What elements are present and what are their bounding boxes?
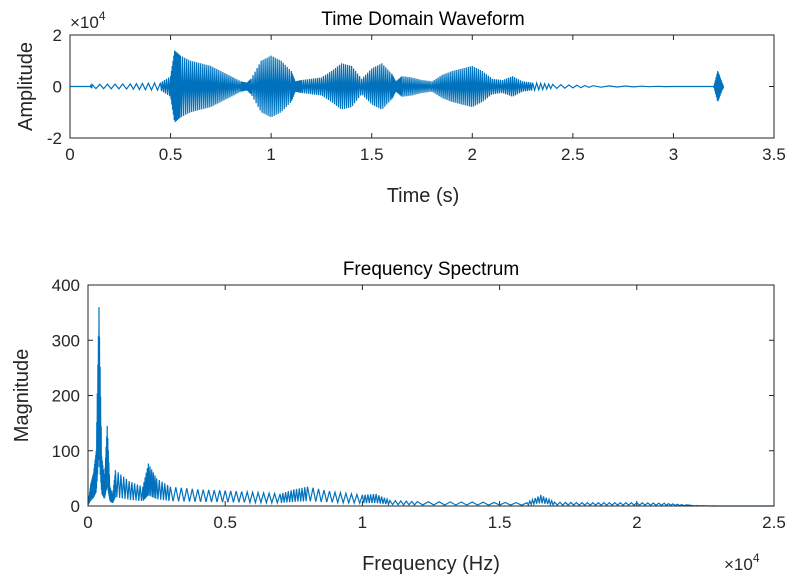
waveform-x-tick-label: 3 [669, 145, 678, 164]
spectrum-x-multiplier: ×104 [724, 551, 760, 574]
waveform-y-tick-label: 2 [53, 26, 62, 45]
spectrum-ticks: 0 0.5 1 1.5 2 2.5 0 100 200 300 400 [52, 276, 786, 532]
spectrum-x-tick-label: 2.5 [762, 513, 786, 532]
spectrum-y-tick-label: 100 [52, 442, 80, 461]
waveform-x-tick-label: 1 [266, 145, 275, 164]
spectrum-x-tick-label: 2 [632, 513, 641, 532]
waveform-ticks: 0 0.5 1 1.5 2 2.5 3 3.5-202 [47, 26, 786, 164]
waveform-title: Time Domain Waveform [321, 9, 524, 30]
spectrum-y-tick-label: 0 [71, 497, 80, 516]
waveform-y-multiplier-exp: 4 [99, 9, 106, 23]
spectrum-x-tick-label: 0.5 [213, 513, 237, 532]
waveform-y-tick-label: -2 [47, 129, 62, 148]
waveform-x-tick-label: 1.5 [360, 145, 384, 164]
spectrum-x-tick-label: 1.5 [488, 513, 512, 532]
waveform-x-tick-label: 0.5 [159, 145, 183, 164]
waveform-x-tick-label: 2.5 [561, 145, 585, 164]
waveform-x-tick-label: 3.5 [762, 145, 786, 164]
waveform-y-multiplier: ×104 [70, 9, 106, 32]
spectrum-y-axis-label: Magnitude [11, 349, 33, 442]
waveform-y-multiplier-base: ×10 [70, 13, 99, 32]
waveform-y-tick-label: 0 [53, 78, 62, 97]
waveform-subplot: Time Domain Waveform ×104 0 0.5 1 1.5 2 2.5 3 3… [15, 9, 786, 207]
waveform-x-tick-label: 2 [468, 145, 477, 164]
spectrum-x-axis-label: Frequency (Hz) [362, 553, 500, 575]
waveform-x-axis-label: Time (s) [387, 185, 460, 207]
spectrum-y-tick-label: 400 [52, 276, 80, 295]
waveform-series-line [70, 50, 725, 123]
spectrum-axes-box [87, 284, 775, 507]
spectrum-y-tick-label: 300 [52, 331, 80, 350]
spectrum-subplot: Frequency Spectrum 0 0.5 1 1.5 2 2.5 0 100 200 30… [11, 259, 786, 575]
spectrum-x-multiplier-base: ×10 [724, 555, 753, 574]
spectrum-x-tick-label: 1 [358, 513, 367, 532]
spectrum-x-tick-label: 0 [83, 513, 92, 532]
spectrum-x-multiplier-exp: 4 [753, 551, 760, 565]
spectrum-y-tick-label: 200 [52, 387, 80, 406]
waveform-x-tick-label: 0 [65, 145, 74, 164]
waveform-axes-box [69, 34, 775, 139]
spectrum-title: Frequency Spectrum [343, 259, 519, 280]
spectrum-series-line [87, 307, 774, 507]
waveform-y-axis-label: Amplitude [15, 42, 37, 131]
